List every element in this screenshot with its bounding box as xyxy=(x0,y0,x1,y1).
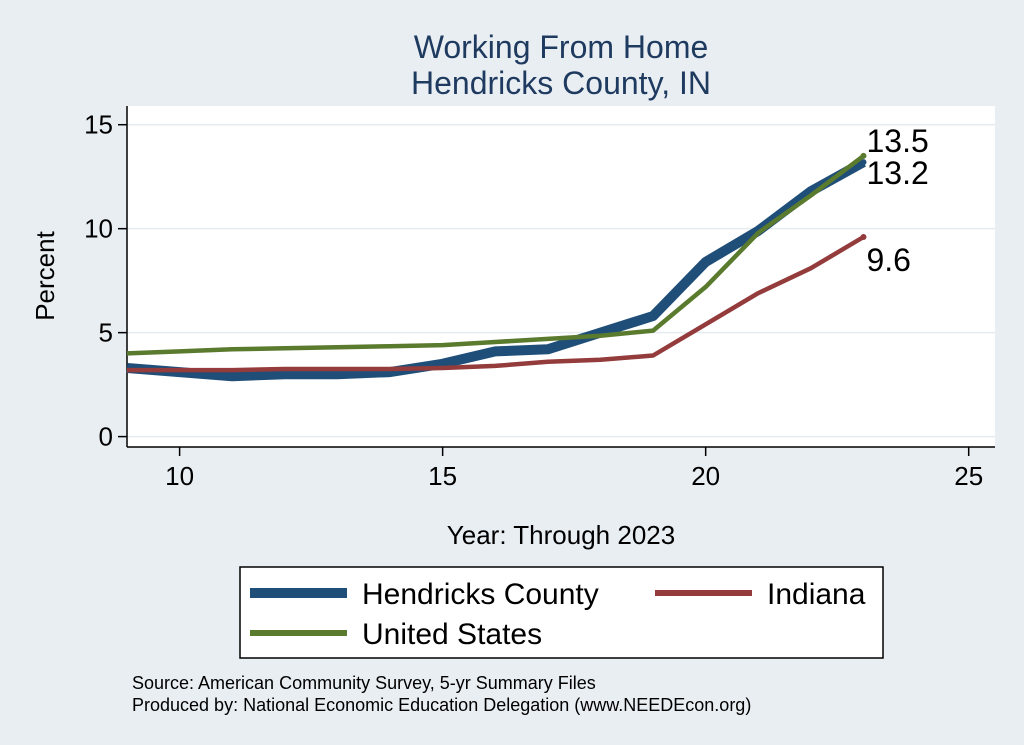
end-label-9-6: 9.6 xyxy=(866,242,910,278)
series-endpoint-indiana xyxy=(860,233,867,240)
legend: Hendricks County Indiana United States xyxy=(239,566,884,659)
y-axis-title: Percent xyxy=(30,230,60,320)
y-tick-label-5: 5 xyxy=(99,318,113,348)
source-note: Source: American Community Survey, 5-yr … xyxy=(132,673,596,693)
axes-layer: 0 5 10 15 10 15 20 25 xyxy=(84,106,995,491)
legend-items: Hendricks County Indiana United States xyxy=(250,578,866,651)
series-line-hendricks-county xyxy=(126,157,866,382)
x-tick-label-10: 10 xyxy=(165,461,194,491)
end-label-13-2: 13.2 xyxy=(866,155,928,191)
grid-layer xyxy=(127,123,995,438)
produced-by-note: Produced by: National Economic Education… xyxy=(132,695,751,715)
chart-title-line-1: Working From Home xyxy=(414,29,709,65)
chart-title-line-2: Hendricks County, IN xyxy=(411,65,711,101)
series-endpoint-hendricks-county xyxy=(860,159,867,166)
x-tick-label-15: 15 xyxy=(428,461,457,491)
legend-label-united-states: United States xyxy=(362,618,542,651)
y-tick-label-10: 10 xyxy=(84,214,113,244)
x-axis-title: Year: Through 2023 xyxy=(447,520,675,550)
legend-label-indiana: Indiana xyxy=(767,578,866,611)
y-tick-label-0: 0 xyxy=(99,422,113,452)
x-tick-label-25: 25 xyxy=(954,461,983,491)
end-labels-layer: 13.513.2 9.6 xyxy=(866,123,928,278)
legend-box xyxy=(239,566,884,659)
series-endpoint-united-states xyxy=(860,152,867,159)
legend-label-hendricks-county: Hendricks County xyxy=(362,578,599,611)
series-line-united-states xyxy=(126,154,865,356)
plot-area xyxy=(127,106,995,447)
series-line-indiana xyxy=(127,235,865,373)
y-tick-label-15: 15 xyxy=(84,110,113,140)
x-tick-label-20: 20 xyxy=(691,461,720,491)
series-layer xyxy=(126,152,867,382)
end-label-13-5: 13.5 xyxy=(866,123,928,159)
